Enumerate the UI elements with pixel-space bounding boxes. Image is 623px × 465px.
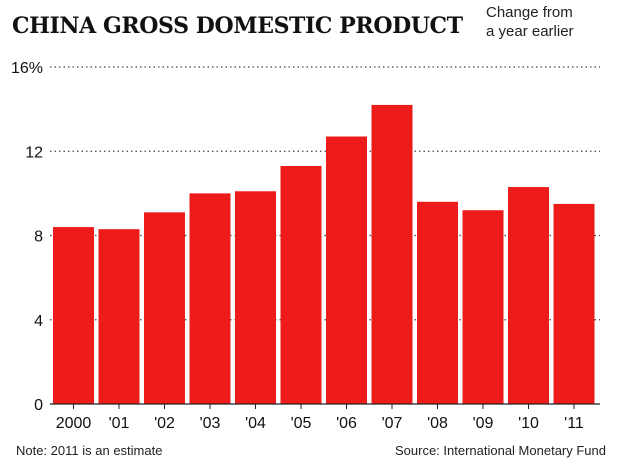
chart-subtitle: Change from a year earlier xyxy=(486,3,618,41)
bar-11 xyxy=(553,203,595,404)
subtitle-line-1: Change from xyxy=(486,4,573,21)
bar-7 xyxy=(371,104,413,404)
x-tick-label: '05 xyxy=(291,415,312,432)
bar-4 xyxy=(235,191,276,404)
bar-8 xyxy=(417,201,458,404)
y-tick-label: 8 xyxy=(34,229,43,246)
x-tick-label: '06 xyxy=(336,415,357,432)
x-tick-label: '11 xyxy=(564,415,584,432)
x-tick-label: '10 xyxy=(518,415,539,432)
chart-title: CHINA GROSS DOMESTIC PRODUCT xyxy=(12,13,463,39)
x-tick-label: 2000 xyxy=(56,415,92,432)
bars xyxy=(53,104,595,404)
bar-5 xyxy=(280,165,322,404)
bar-0 xyxy=(53,227,94,404)
bar-6 xyxy=(326,136,367,404)
footnote: Note: 2011 is an estimate xyxy=(16,443,163,458)
x-tick-label: '02 xyxy=(154,415,175,432)
bar-1 xyxy=(98,229,140,404)
subtitle-line-2: a year earlier xyxy=(486,23,574,40)
x-tick-label: '09 xyxy=(473,415,494,432)
axes xyxy=(50,403,600,409)
x-tick-label: '04 xyxy=(245,415,266,432)
x-tick-labels: 2000 '01 '02 '03 '04 '05 '06 '07 '08 '09 '10 '11 xyxy=(56,415,584,432)
source-credit: Source: International Monetary Fund xyxy=(394,443,606,458)
bar-10 xyxy=(508,187,549,404)
y-tick-label: 0 xyxy=(34,397,43,414)
y-tick-label: 16% xyxy=(11,60,43,77)
y-tick-label: 12 xyxy=(25,144,43,161)
bar-9 xyxy=(462,210,504,404)
x-tick-label: '01 xyxy=(109,415,130,432)
y-tick-labels: 0 4 8 12 16% xyxy=(11,60,43,414)
bar-3 xyxy=(189,193,231,404)
x-tick-label: '07 xyxy=(382,415,403,432)
x-tick-label: '08 xyxy=(427,415,448,432)
x-tick-label: '03 xyxy=(200,415,221,432)
bar-2 xyxy=(144,212,185,404)
gridlines xyxy=(50,66,600,321)
y-tick-label: 4 xyxy=(34,313,43,330)
